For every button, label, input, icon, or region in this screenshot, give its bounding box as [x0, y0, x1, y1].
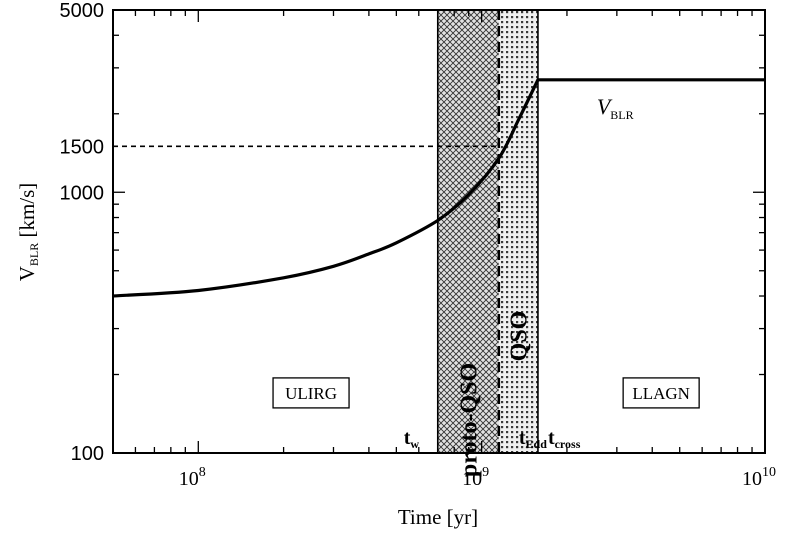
- x-axis-title: Time [yr]: [398, 505, 478, 529]
- boxed-label-ulirg: ULIRG: [285, 384, 337, 403]
- region-proto-qso: [437, 10, 499, 453]
- x-tick-label: 1010: [742, 465, 776, 490]
- x-tick-label: 108: [179, 465, 206, 490]
- y-tick-label: 100: [71, 443, 104, 465]
- series-label-vblr: VBLR: [597, 94, 634, 122]
- region-label-proto-qso: proto-QSO: [456, 363, 482, 477]
- x-tick-label: 109: [462, 465, 489, 490]
- boxed-label-llagn: LLAGN: [632, 384, 690, 403]
- y-tick-label: 1000: [60, 182, 105, 204]
- region-qso: [498, 10, 538, 453]
- boxed-label-ulirg-frame: [272, 377, 350, 409]
- y-axis-title: VBLR [km/s]: [15, 183, 41, 282]
- y-tick-label: 5000: [60, 0, 105, 22]
- plot-frame: [112, 9, 766, 454]
- y-tick-label: 1500: [60, 136, 105, 158]
- region-label-qso: QSO: [506, 311, 532, 362]
- phase-label-t-cross: tcross: [548, 427, 581, 451]
- series-line-vblr: [112, 78, 765, 298]
- boxed-label-llagn-frame: [622, 377, 700, 409]
- phase-label-t-w: tw: [404, 427, 420, 451]
- phase-label-t-edd: tEdd: [519, 427, 547, 451]
